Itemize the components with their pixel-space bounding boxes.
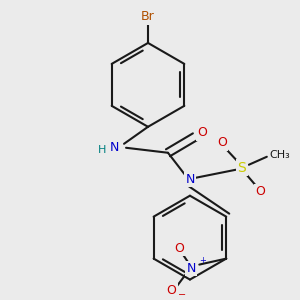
- Text: N: N: [185, 173, 195, 186]
- Text: H: H: [98, 145, 106, 155]
- Text: S: S: [238, 161, 246, 175]
- Text: O: O: [174, 242, 184, 255]
- Text: −: −: [178, 290, 187, 299]
- Text: +: +: [199, 256, 206, 265]
- Text: O: O: [217, 136, 227, 149]
- Text: CH₃: CH₃: [269, 150, 290, 160]
- Text: N: N: [187, 262, 196, 275]
- Text: O: O: [197, 126, 207, 139]
- Text: O: O: [167, 284, 176, 297]
- Text: Br: Br: [141, 11, 155, 23]
- Text: O: O: [255, 185, 265, 198]
- Text: N: N: [110, 141, 119, 154]
